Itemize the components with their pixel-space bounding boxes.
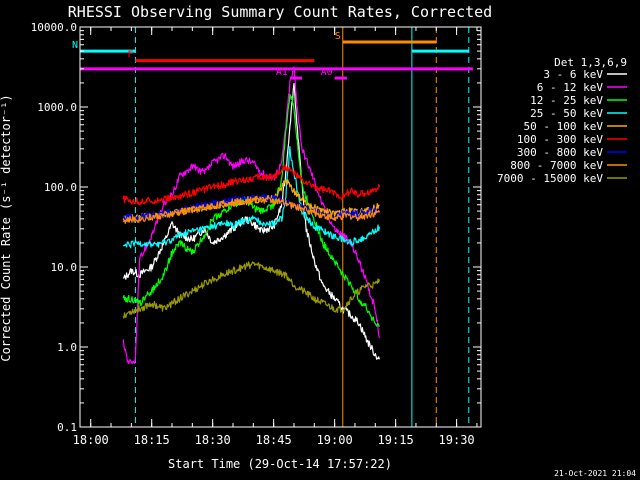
legend-title: Det 1,3,6,9: [554, 56, 627, 69]
legend-label-7: 800 - 7000 keV: [510, 159, 603, 172]
attenuator-bands: N F S A1 A0: [72, 31, 473, 80]
legend-label-0: 3 - 6 keV: [543, 68, 603, 81]
series-line-3: [122, 146, 380, 249]
band-label-0: N: [72, 40, 78, 51]
chart-title: RHESSI Observing Summary Count Rates, Co…: [68, 3, 492, 21]
series-line-8: [122, 261, 380, 319]
legend-label-4: 50 - 100 keV: [524, 120, 604, 133]
legend-label-8: 7000 - 15000 keV: [497, 172, 603, 185]
band-label-5: A0: [321, 67, 333, 78]
series-line-5: [122, 164, 380, 206]
y-axis-label: Corrected Count Rate (s⁻¹ detector⁻¹): [0, 94, 13, 361]
band-label-1: F: [127, 50, 133, 61]
x-axis-label: Start Time (29-Oct-14 17:57:22): [168, 457, 392, 471]
y-tick-label-5: 10000.0: [31, 21, 77, 34]
series-line-1: [122, 66, 380, 365]
x-tick-label-0: 18:00: [73, 433, 109, 447]
legend-label-6: 300 - 800 keV: [517, 146, 603, 159]
series-lines: [122, 66, 380, 365]
y-tick-label-4: 1000.0: [37, 101, 77, 114]
x-tick-label-5: 19:15: [378, 433, 414, 447]
series-line-7: [123, 195, 380, 224]
x-tick-label-4: 19:00: [317, 433, 353, 447]
band-label-4: A1: [276, 67, 288, 78]
y-tick-label-2: 10.0: [51, 261, 78, 274]
series-line-0: [122, 82, 380, 360]
legend-label-1: 6 - 12 keV: [537, 81, 604, 94]
x-tick-label-2: 18:30: [195, 433, 231, 447]
legend-label-3: 25 - 50 keV: [530, 107, 603, 120]
axes: 0.1 1.0 10.0 100.0 1000.0 10000.0 18:00 18:15 18…: [31, 21, 482, 447]
x-tick-label-1: 18:15: [134, 433, 170, 447]
footer-date: 21-Oct-2021 21:04: [554, 469, 636, 478]
x-tick-label-3: 18:45: [256, 433, 292, 447]
legend-label-5: 100 - 300 keV: [517, 133, 603, 146]
x-tick-label-6: 19:30: [439, 433, 475, 447]
plot-frame: [79, 26, 482, 428]
legend-label-2: 12 - 25 keV: [530, 94, 603, 107]
band-label-2: S: [335, 31, 341, 42]
y-tick-label-3: 100.0: [44, 181, 77, 194]
y-tick-label-1: 1.0: [57, 341, 77, 354]
series-line-2: [122, 93, 380, 327]
y-tick-label-0: 0.1: [57, 421, 77, 434]
